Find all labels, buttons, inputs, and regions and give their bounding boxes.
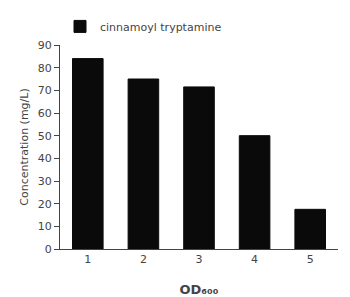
svg-text:cinnamoyl tryptamine: cinnamoyl tryptamine — [100, 21, 221, 34]
svg-text:2: 2 — [140, 253, 147, 266]
svg-text:1: 1 — [84, 253, 91, 266]
svg-text:40: 40 — [38, 152, 52, 165]
svg-text:0: 0 — [45, 243, 52, 256]
svg-text:5: 5 — [307, 253, 314, 266]
svg-text:10: 10 — [38, 220, 52, 233]
svg-text:70: 70 — [38, 84, 52, 97]
svg-text:60: 60 — [38, 107, 52, 120]
svg-text:30: 30 — [38, 175, 52, 188]
svg-text:3: 3 — [196, 253, 203, 266]
svg-text:4: 4 — [251, 253, 258, 266]
svg-text:90: 90 — [38, 39, 52, 52]
svg-text:50: 50 — [38, 130, 52, 143]
svg-text:OD₆₀₀: OD₆₀₀ — [180, 282, 219, 297]
svg-text:20: 20 — [38, 198, 52, 211]
svg-text:Concentration (mg/L): Concentration (mg/L) — [18, 88, 31, 205]
svg-text:80: 80 — [38, 62, 52, 75]
